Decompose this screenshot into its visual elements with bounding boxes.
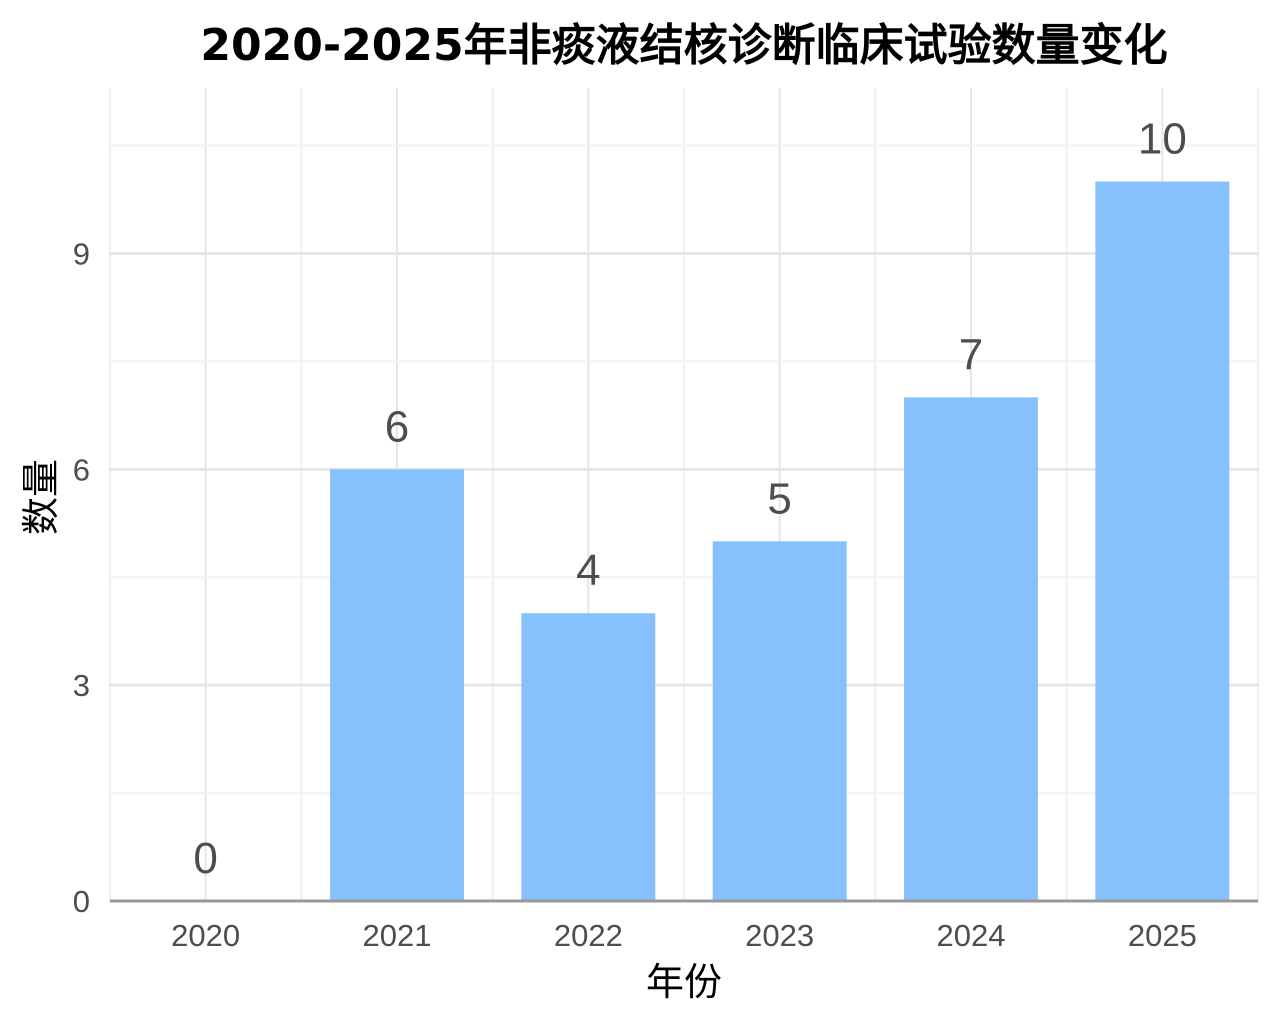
bars	[330, 181, 1230, 901]
data-label-2020: 0	[193, 834, 217, 883]
data-label-2025: 10	[1138, 115, 1187, 164]
x-tick-labels: 2020 2021 2022 2023 2024 2025	[171, 918, 1197, 953]
bar-2025	[1095, 181, 1230, 901]
y-tick-labels: 0 3 6 9	[73, 236, 90, 919]
y-tick-label: 9	[73, 236, 90, 271]
bar-2021	[330, 469, 464, 901]
data-label-2023: 5	[767, 474, 791, 523]
y-tick-label: 3	[73, 668, 90, 703]
bar-2023	[712, 541, 847, 901]
chart-title: 2020-2025年非痰液结核诊断临床试验数量变化	[200, 20, 1167, 71]
bar-2024	[904, 397, 1038, 901]
x-tick-label-2021: 2021	[363, 918, 432, 953]
x-tick-label-2024: 2024	[937, 918, 1006, 953]
x-tick-label-2025: 2025	[1128, 918, 1197, 953]
y-tick-label: 0	[73, 884, 90, 919]
x-tick-label-2020: 2020	[171, 918, 240, 953]
data-label-2021: 6	[385, 402, 409, 451]
data-label-2022: 4	[576, 546, 600, 595]
data-labels: 0 6 4 5 7 10	[193, 115, 1186, 883]
grid-lines	[109, 88, 1259, 903]
y-tick-label: 6	[73, 452, 90, 487]
x-tick-label-2023: 2023	[745, 918, 814, 953]
bar-2022	[521, 613, 656, 901]
y-axis-title: 数量	[19, 459, 63, 535]
x-axis-title: 年份	[646, 960, 722, 1004]
data-label-2024: 7	[959, 330, 983, 379]
x-tick-label-2022: 2022	[554, 918, 623, 953]
